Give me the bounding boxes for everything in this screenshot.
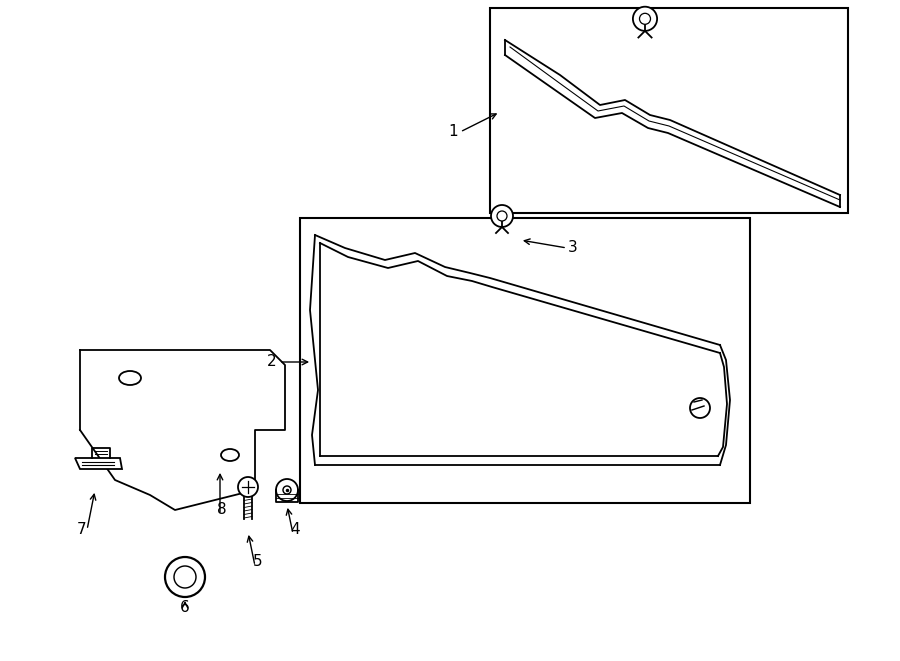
Text: 5: 5 [253,555,263,570]
Circle shape [690,398,710,418]
Text: 6: 6 [180,600,190,615]
Ellipse shape [221,449,239,461]
Polygon shape [75,458,122,469]
Text: 4: 4 [290,522,300,537]
Circle shape [238,477,258,497]
Ellipse shape [119,371,141,385]
Circle shape [497,211,507,221]
Text: 8: 8 [217,502,227,518]
Circle shape [276,479,298,501]
Text: 7: 7 [77,522,86,537]
Text: 2: 2 [267,354,277,369]
Text: 1: 1 [448,124,458,139]
Text: 3: 3 [568,241,578,256]
Circle shape [174,566,196,588]
Circle shape [633,7,657,31]
Circle shape [165,557,205,597]
Bar [300,218,750,503]
Circle shape [640,13,651,24]
Circle shape [283,486,291,494]
Circle shape [491,205,513,227]
Bar [490,8,848,213]
